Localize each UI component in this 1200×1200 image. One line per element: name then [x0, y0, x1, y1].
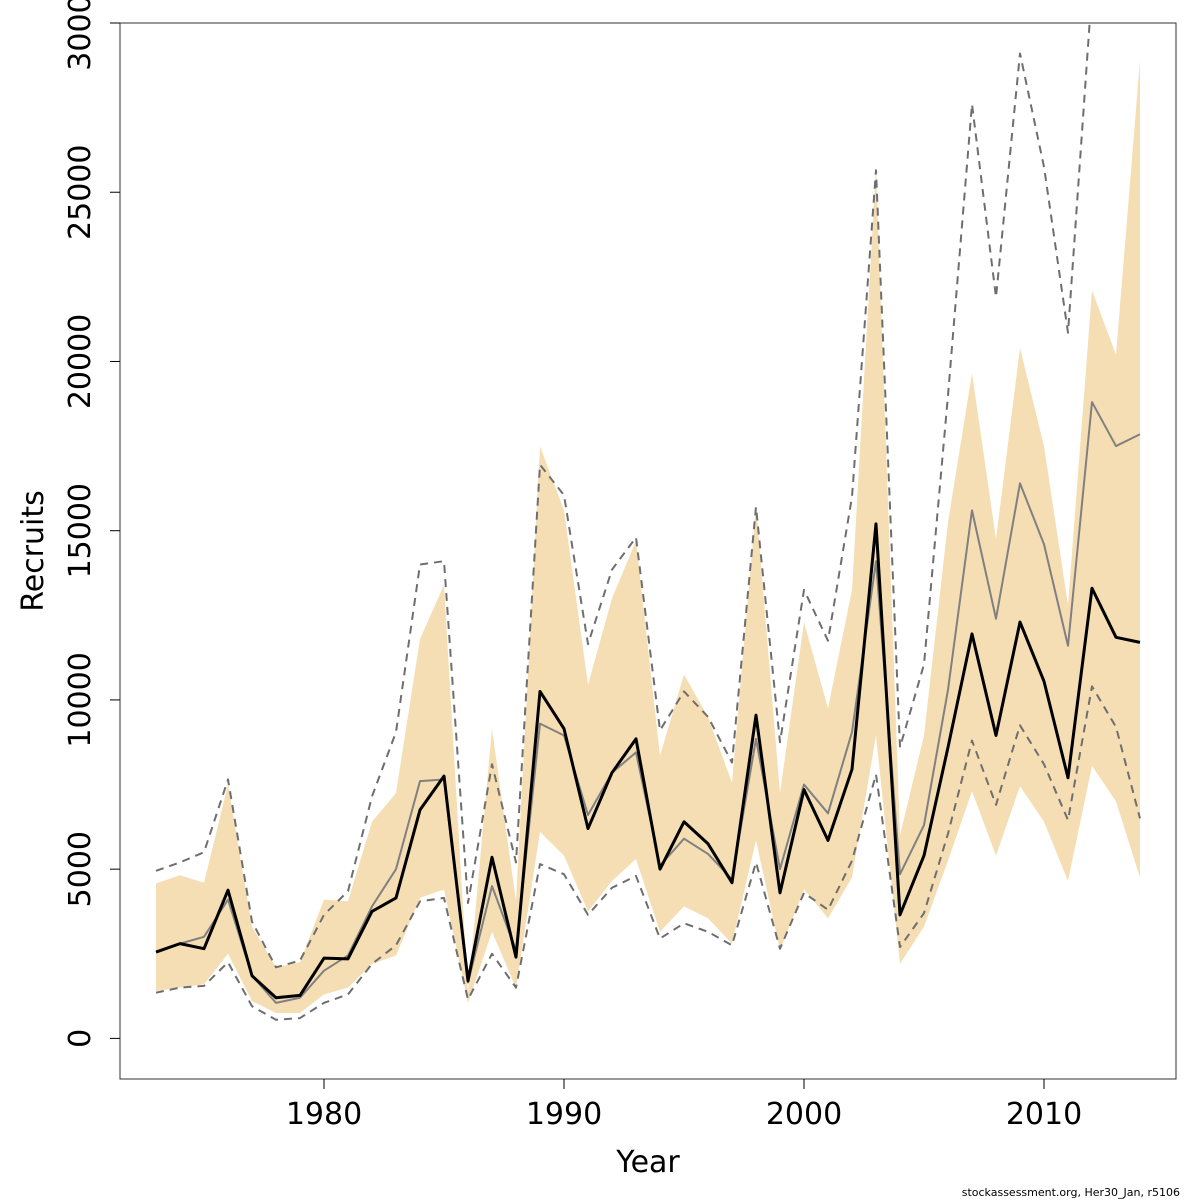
y-tick-label: 15000 [63, 483, 98, 578]
x-axis-title: Year [615, 1145, 680, 1180]
plot-frame [119, 22, 1177, 1080]
alt-lower-ci-line [155, 685, 1141, 1021]
y-axis-title: Recruits [16, 490, 51, 612]
y-tick-label: 5000 [63, 831, 98, 907]
y-tick-label: 30000 [63, 0, 98, 71]
main-estimate-line [155, 522, 1141, 1000]
axes-layer: 1980 1990 2000 2010 0 5000 10000 15000 20000 2500… [63, 0, 1082, 1132]
x-tick-label: 1990 [526, 1097, 602, 1132]
credit-text: stockassessment.org, Her30_Jan, r5106 [962, 1186, 1180, 1199]
x-tick-label: 2010 [1006, 1097, 1082, 1132]
x-tick-label: 1980 [286, 1097, 362, 1132]
series-lines-layer [155, 23, 1141, 1021]
confidence-band [156, 60, 1140, 1013]
y-tick-label: 25000 [63, 145, 98, 240]
alt-upper-ci-line [155, 23, 1091, 969]
y-tick-label: 10000 [63, 652, 98, 747]
confidence-band-layer [156, 60, 1140, 1013]
y-tick-label: 0 [63, 1029, 98, 1048]
x-tick-label: 2000 [766, 1097, 842, 1132]
y-tick-label: 20000 [63, 314, 98, 409]
